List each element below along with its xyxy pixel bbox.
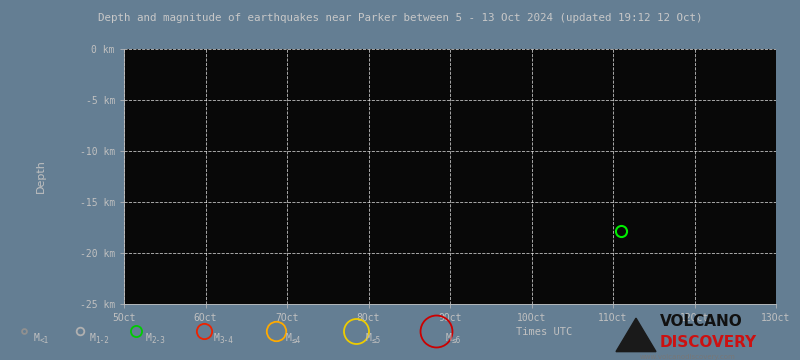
Text: ≤5: ≤5 — [371, 336, 381, 345]
Text: 1-2: 1-2 — [95, 336, 109, 345]
Text: <1: <1 — [39, 336, 49, 345]
Text: M: M — [34, 333, 39, 343]
Text: ≤6: ≤6 — [451, 336, 461, 345]
Text: M: M — [214, 333, 219, 343]
Polygon shape — [616, 318, 656, 352]
Text: M: M — [286, 333, 291, 343]
Text: Depth and magnitude of earthquakes near Parker between 5 - 13 Oct 2024 (updated : Depth and magnitude of earthquakes near … — [98, 13, 702, 23]
Text: DISCOVERY: DISCOVERY — [660, 336, 757, 350]
Text: VOLCANO: VOLCANO — [660, 314, 742, 329]
Text: ≤4: ≤4 — [291, 336, 301, 345]
Text: Times UTC: Times UTC — [516, 327, 572, 337]
Text: 2-3: 2-3 — [151, 336, 165, 345]
Text: M: M — [90, 333, 95, 343]
Text: M: M — [146, 333, 151, 343]
Y-axis label: Depth: Depth — [36, 159, 46, 193]
Text: M: M — [446, 333, 451, 343]
Text: www.volcanodiscovery.com: www.volcanodiscovery.com — [640, 354, 736, 360]
Text: M: M — [366, 333, 371, 343]
Text: 3-4: 3-4 — [219, 336, 233, 345]
